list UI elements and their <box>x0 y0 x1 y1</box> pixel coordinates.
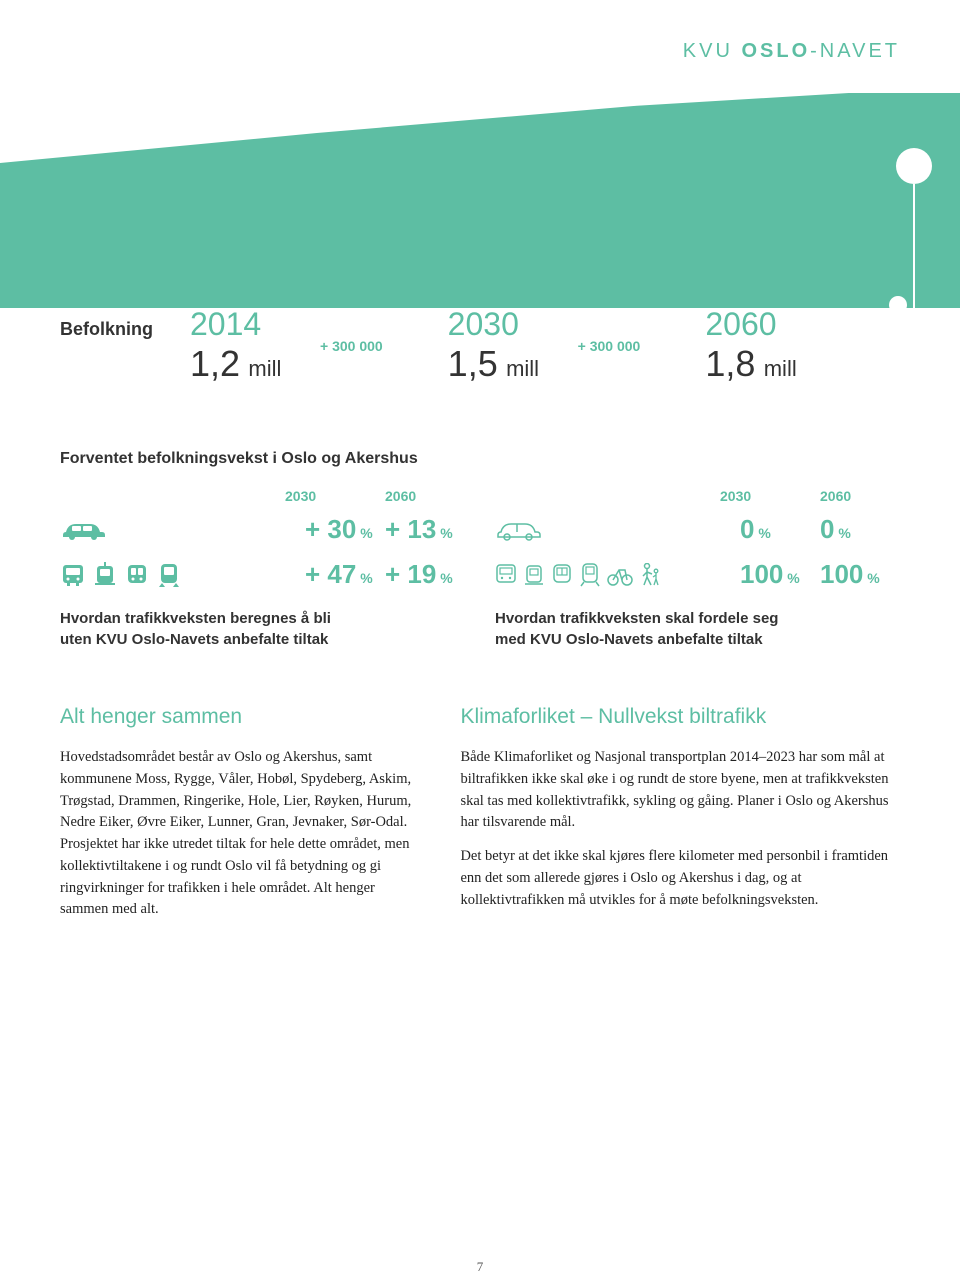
year-label: 2030 <box>448 306 519 343</box>
car-2030: 0 % <box>740 514 820 545</box>
stat-transit-row: 100 % 100 % <box>495 559 900 590</box>
population-row: Befolkning 2014 1,2 mill + 300 000 2030 … <box>60 306 900 385</box>
col-paragraph: Det betyr at det ikke skal kjøres flere … <box>460 846 900 911</box>
transit-2060: 100 % <box>820 559 900 590</box>
col-title: Alt henger sammen <box>60 705 420 729</box>
year-col: 2060 <box>820 488 880 504</box>
panel-years: 2030 2060 <box>495 488 900 504</box>
text-columns: Alt henger sammen Hovedstadsområdet best… <box>60 705 900 933</box>
col-klimaforliket: Klimaforliket – Nullvekst biltrafikk Båd… <box>460 705 900 933</box>
train-icon <box>156 562 182 588</box>
tram-icon <box>523 563 545 587</box>
car-2030: + 30 % <box>305 514 385 545</box>
panel-years: 2030 2060 <box>60 488 465 504</box>
bus-icon <box>60 562 86 588</box>
year-label: 2060 <box>705 306 776 343</box>
col-body: Hovedstadsområdet består av Oslo og Aker… <box>60 747 420 921</box>
col-alt-henger: Alt henger sammen Hovedstadsområdet best… <box>60 705 420 933</box>
panel-without-kvu: 2030 2060 + 30 % + 13 % + 47 % + 19 % <box>60 488 465 650</box>
stat-car-row: 0 % 0 % <box>495 514 900 545</box>
year-col: 2030 <box>285 488 345 504</box>
transit-icons <box>60 562 305 588</box>
panel-caption: Hvordan trafikkveksten skal fordele seg … <box>495 608 900 650</box>
page-number: 7 <box>0 1259 960 1275</box>
transit-2030: 100 % <box>740 559 820 590</box>
pop-value: 1,5 mill <box>448 343 539 385</box>
year-2030: 2030 1,5 mill <box>448 306 568 385</box>
stat-transit-row: + 47 % + 19 % <box>60 559 465 590</box>
transit-2060: + 19 % <box>385 559 465 590</box>
year-label: 2014 <box>190 306 261 343</box>
transit-icons <box>495 563 740 587</box>
header-bold: OSLO <box>741 40 810 62</box>
pop-value: 1,2 mill <box>190 343 281 385</box>
car-2060: + 13 % <box>385 514 465 545</box>
population-label: Befolkning <box>60 319 190 340</box>
col-body: Både Klimaforliket og Nasjonal transport… <box>460 747 900 911</box>
growth-graph <box>0 93 960 308</box>
increment-1: + 300 000 <box>320 338 383 354</box>
col-paragraph: Hovedstadsområdet består av Oslo og Aker… <box>60 747 420 921</box>
stat-car-row: + 30 % + 13 % <box>60 514 465 545</box>
header-post: -NAVET <box>810 40 900 62</box>
metro-icon <box>124 562 150 588</box>
page-header: KVU OSLO-NAVET <box>60 40 900 63</box>
year-2014: 2014 1,2 mill <box>190 306 310 385</box>
tram-icon <box>92 562 118 588</box>
pop-value: 1,8 mill <box>705 343 796 385</box>
year-col: 2060 <box>385 488 445 504</box>
stats-panels: 2030 2060 + 30 % + 13 % + 47 % + 19 % <box>60 488 900 650</box>
increment-2: + 300 000 <box>578 338 641 354</box>
panel-caption: Hvordan trafikkveksten beregnes å bli ut… <box>60 608 465 650</box>
bike-icon <box>607 563 633 587</box>
bus-icon <box>495 563 517 587</box>
transit-2030: + 47 % <box>305 559 385 590</box>
subtitle: Forventet befolkningsvekst i Oslo og Ake… <box>60 450 900 468</box>
col-paragraph: Både Klimaforliket og Nasjonal transport… <box>460 747 900 834</box>
car-2060: 0 % <box>820 514 900 545</box>
metro-icon <box>551 563 573 587</box>
train-icon <box>579 563 601 587</box>
col-title: Klimaforliket – Nullvekst biltrafikk <box>460 705 900 729</box>
year-2060: 2060 1,8 mill <box>705 306 825 385</box>
car-icon <box>60 519 305 541</box>
walk-icon <box>639 563 661 587</box>
panel-with-kvu: 2030 2060 0 % 0 % 100 % <box>495 488 900 650</box>
header-pre: KVU <box>683 40 742 62</box>
year-col: 2030 <box>720 488 780 504</box>
car-icon <box>495 519 740 541</box>
